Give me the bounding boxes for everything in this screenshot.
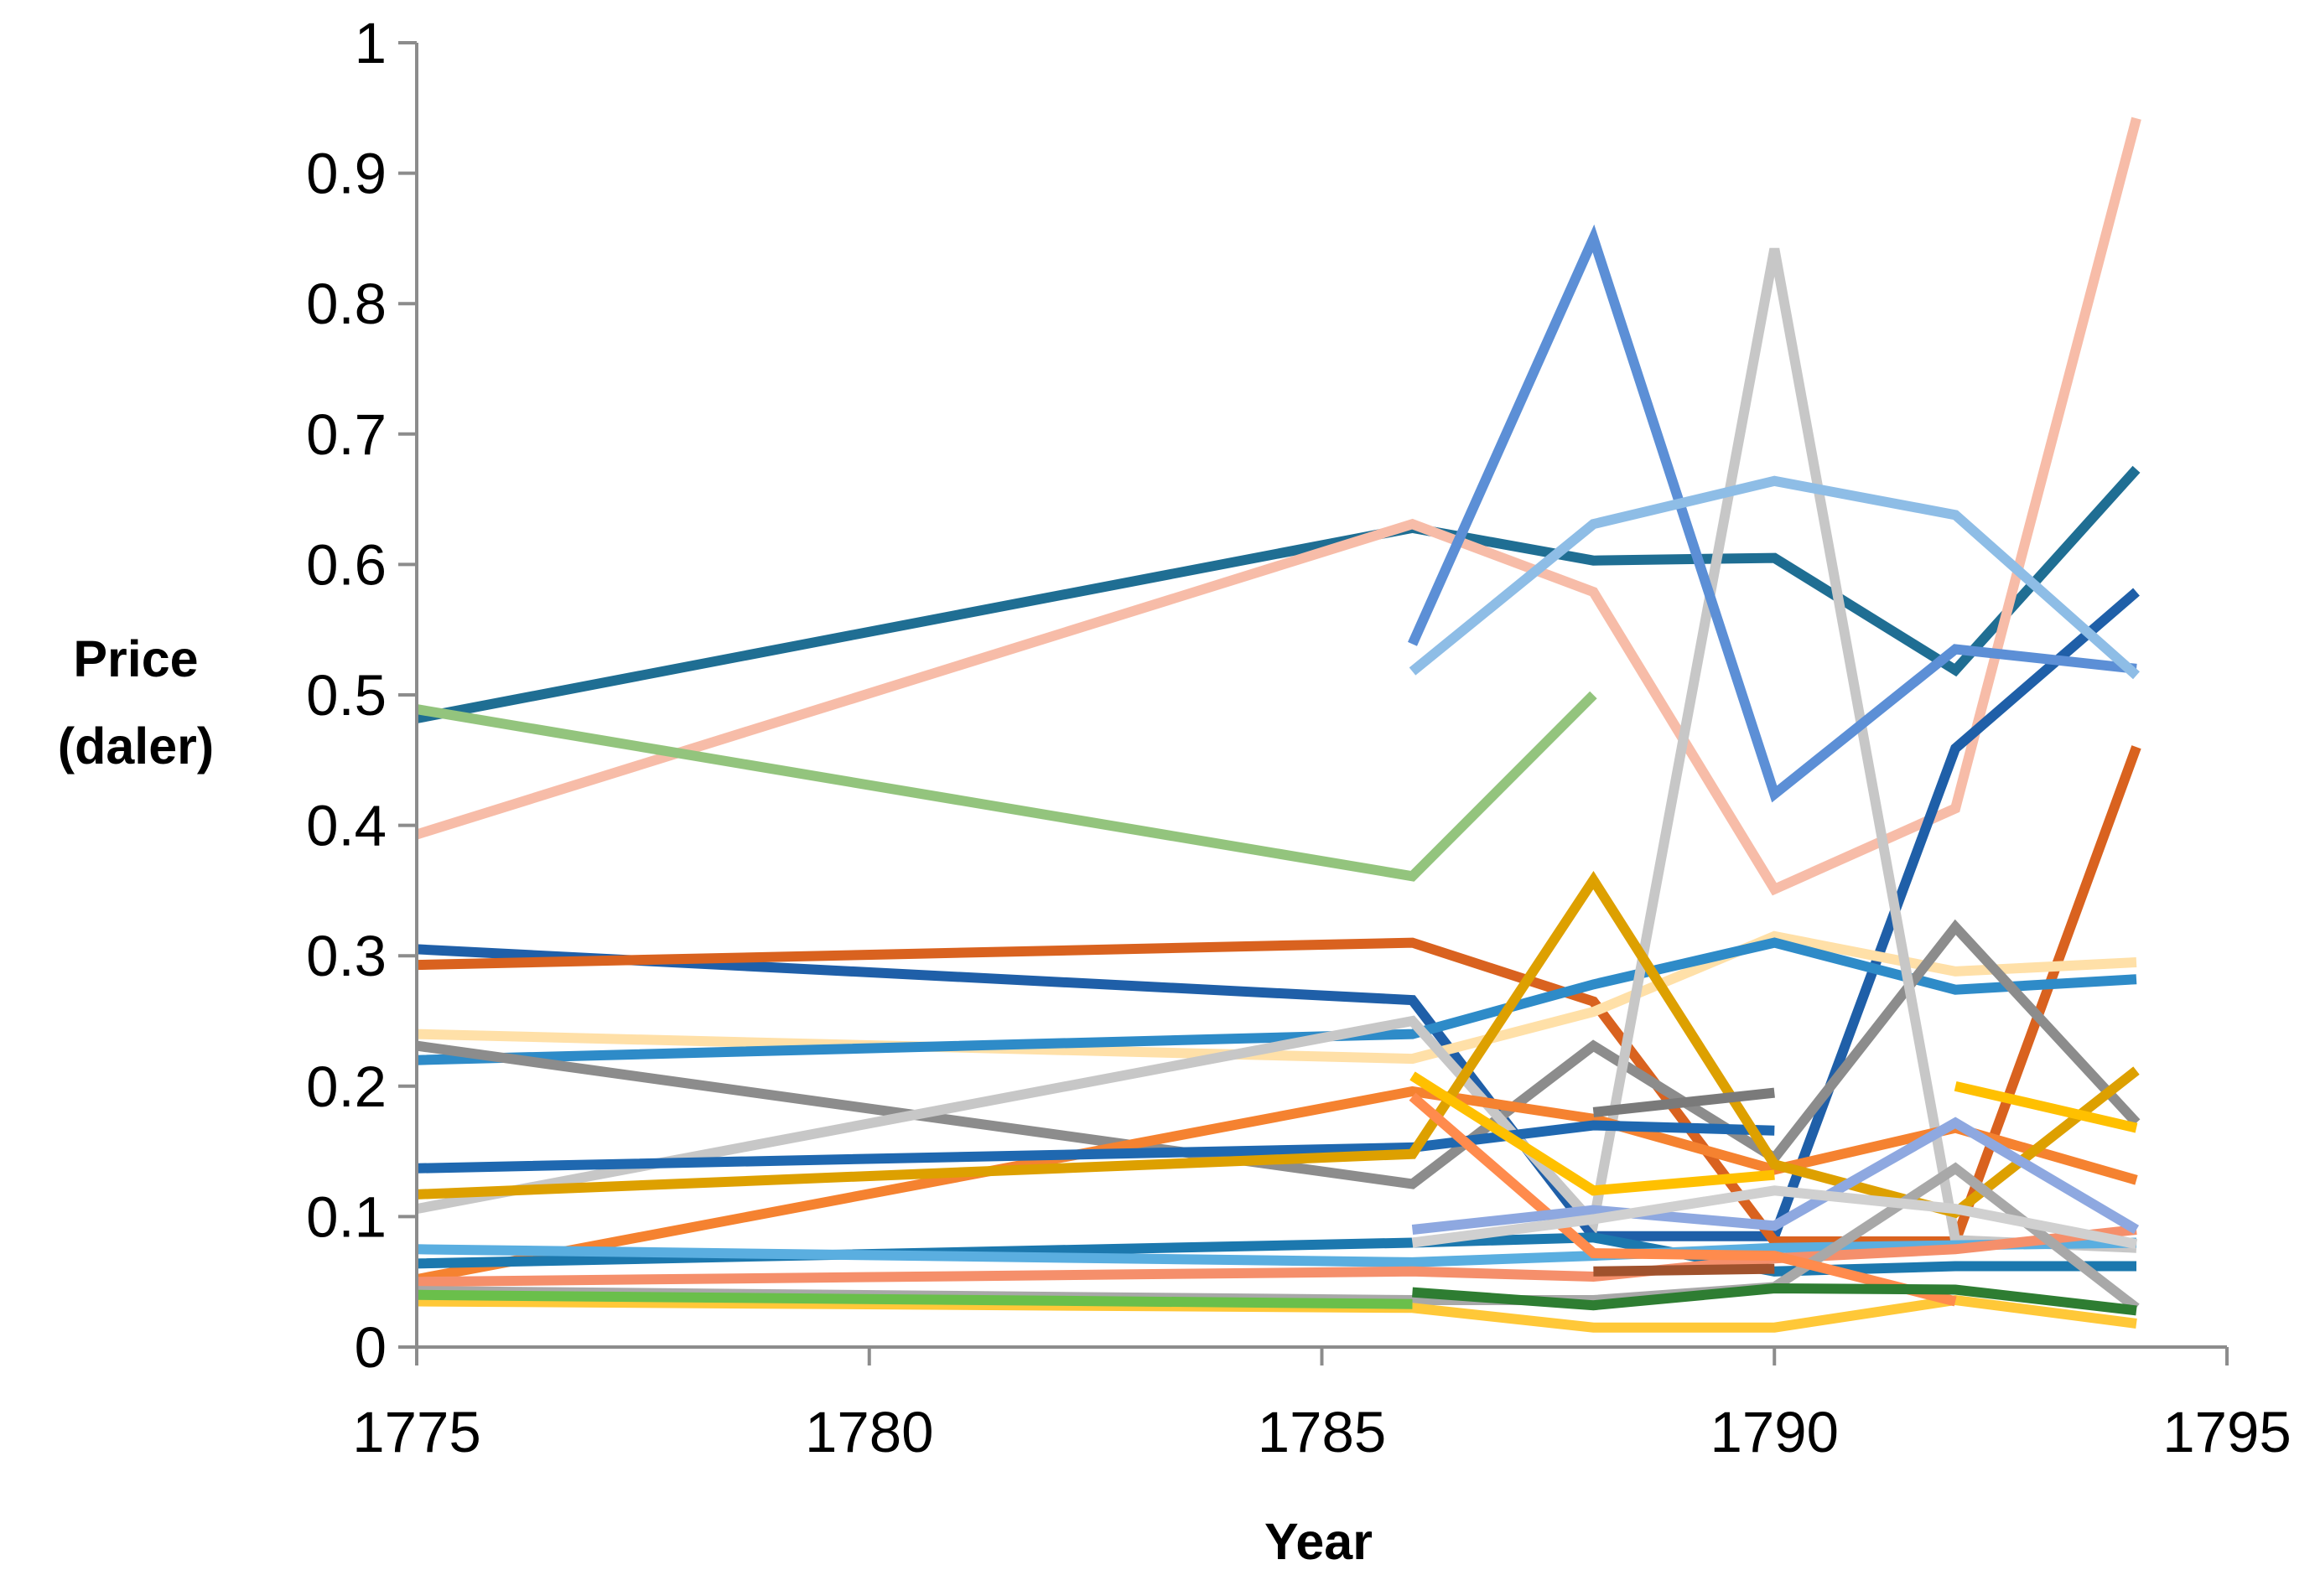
series-line-19 bbox=[1408, 224, 2137, 803]
series-line-20 bbox=[1409, 475, 2140, 680]
series-line-24 bbox=[1411, 1117, 2140, 1235]
series-line-5 bbox=[416, 745, 2141, 1246]
labels-layer: 0 0.1 0.2 0.3 0.4 0.5 0.6 0.7 0.8 0.9 1 1775 1780 178… bbox=[58, 11, 2292, 1570]
y-axis-title-line-1: Price bbox=[73, 630, 198, 687]
series-line-22 bbox=[1954, 1080, 2138, 1133]
series-line-28 bbox=[1593, 1263, 1775, 1277]
series-layer bbox=[415, 117, 2141, 1333]
x-axis-title: Year bbox=[1264, 1513, 1373, 1570]
x-tick-label: 1780 bbox=[805, 1400, 934, 1464]
series-line-26 bbox=[1412, 1282, 2137, 1316]
x-tick-label: 1775 bbox=[352, 1400, 481, 1464]
y-tick-label: 0.7 bbox=[306, 402, 387, 467]
y-tick-label: 0.9 bbox=[306, 142, 387, 206]
y-tick-label: 0.5 bbox=[306, 663, 387, 728]
series-line-7 bbox=[416, 937, 2137, 1065]
series-line-3 bbox=[416, 691, 1597, 882]
y-axis-title-line-2: (daler) bbox=[58, 718, 214, 775]
y-tick-label: 0 bbox=[355, 1315, 387, 1380]
x-tick-label: 1790 bbox=[1710, 1400, 1840, 1464]
series-line-4 bbox=[416, 588, 2140, 1241]
series-line-18 bbox=[416, 1289, 1413, 1309]
x-tick-label: 1795 bbox=[2162, 1400, 2292, 1464]
series-line-1 bbox=[415, 465, 2141, 723]
series-line-21 bbox=[1409, 1071, 1775, 1196]
axes-layer bbox=[398, 41, 2229, 1365]
series-line-25 bbox=[1411, 1185, 2138, 1249]
y-tick-label: 0.4 bbox=[306, 794, 387, 858]
y-tick-label: 0.1 bbox=[306, 1184, 387, 1249]
y-tick-label: 0.6 bbox=[306, 532, 387, 597]
series-line-23 bbox=[1409, 1092, 1957, 1307]
series-line-27 bbox=[1592, 1087, 1775, 1117]
x-tick-label: 1785 bbox=[1258, 1400, 1387, 1464]
y-tick-label: 0.8 bbox=[306, 272, 387, 336]
y-tick-label: 0.2 bbox=[306, 1054, 387, 1119]
y-tick-label: 0.3 bbox=[306, 924, 387, 988]
y-tick-label: 1 bbox=[355, 11, 387, 75]
